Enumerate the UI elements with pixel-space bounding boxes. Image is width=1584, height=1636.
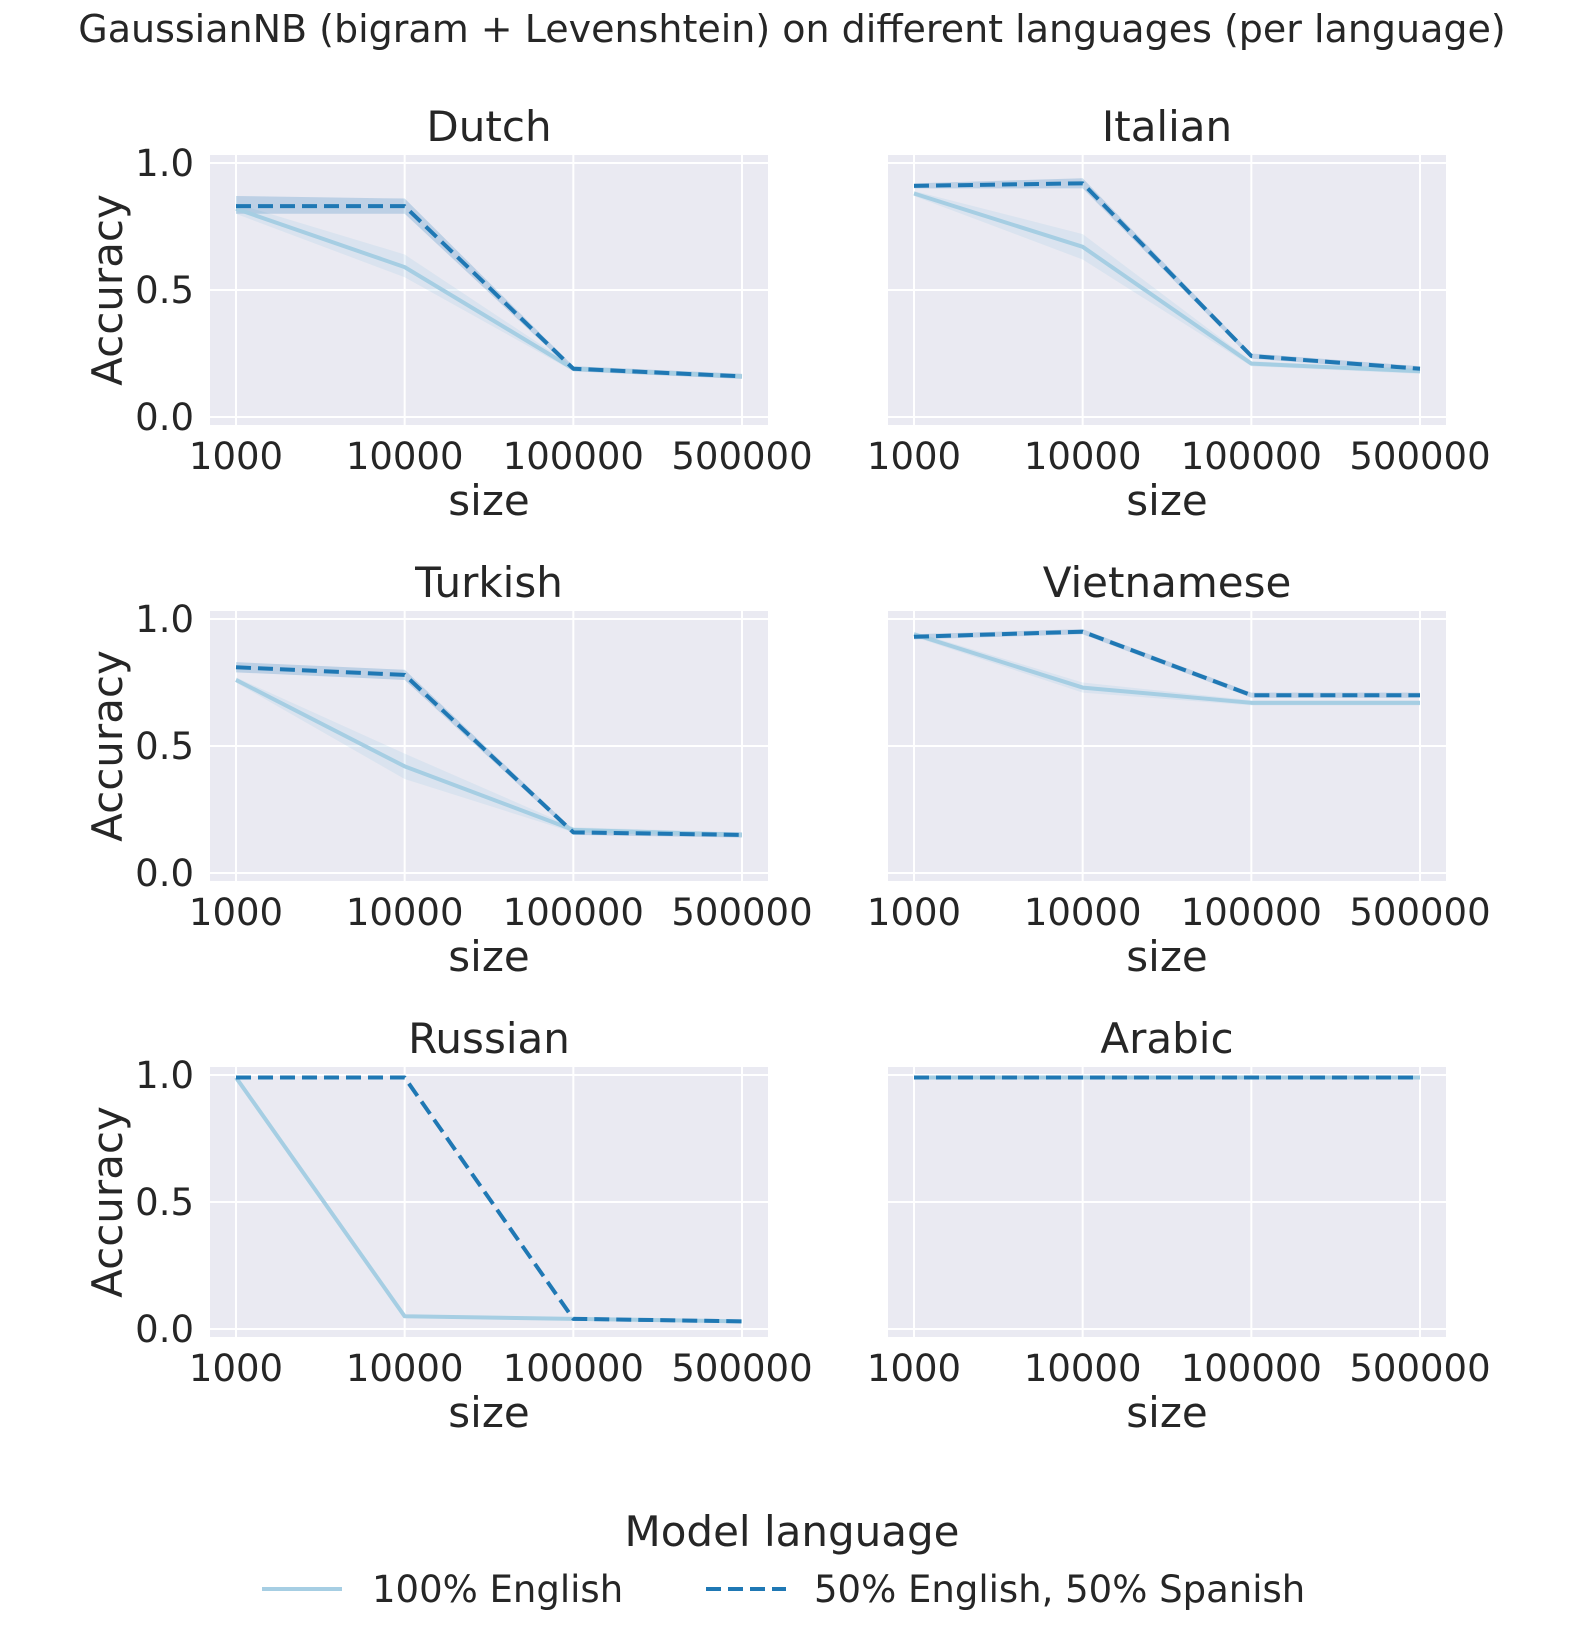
panel-title: Vietnamese [1043,558,1292,607]
x-tick-label: 100000 [1181,891,1322,934]
x-tick-label: 500000 [1349,435,1490,478]
legend-label-english-spanish: 50% English, 50% Spanish [814,1568,1305,1611]
series-line-english-spanish [236,204,743,379]
x-tick-label: 100000 [503,435,644,478]
y-tick-label: 1.0 [135,598,194,641]
y-tick-label: 0.5 [135,725,194,768]
y-axis-label: Accuracy [83,1106,132,1298]
panel-title: Arabic [1100,1014,1233,1063]
legend-label-english: 100% English [372,1568,623,1611]
panel-dutch: Dutch 1000 10000 100000 500000 size 0.0 0.5 1.0A… [83,102,813,525]
y-tick-label: 1.0 [135,142,194,185]
y-tick-label: 0.5 [135,269,194,312]
x-tick-label: 10000 [1024,435,1142,478]
panel-title: Turkish [414,558,563,607]
x-axis-label: size [448,932,529,981]
x-tick-label: 100000 [503,1347,644,1390]
figure-title: GaussianNB (bigram + Levenshtein) on dif… [78,7,1505,51]
x-axis-label: size [1126,1388,1207,1437]
panel-vietnamese: Vietnamese 1000 10000 100000 500000 size [867,558,1491,981]
x-tick-label: 500000 [1349,1347,1490,1390]
x-tick-label: 500000 [671,435,812,478]
x-tick-label: 100000 [503,891,644,934]
series-line-english-spanish [913,181,1421,371]
y-tick-label: 0.0 [135,852,194,895]
y-tick-label: 0.0 [135,1308,194,1351]
y-axis-label: Accuracy [83,194,132,386]
ci-band-english [914,631,1420,706]
x-axis-label: size [1126,932,1207,981]
panel-title: Dutch [426,102,551,151]
x-tick-label: 1000 [867,435,961,478]
ci-band-english-spanish [914,629,1420,698]
panel-arabic: Arabic 1000 10000 100000 500000 size [867,1014,1491,1437]
x-tick-label: 1000 [189,435,283,478]
x-tick-label: 100000 [1181,1347,1322,1390]
x-axis-label: size [448,1388,529,1437]
x-tick-label: 500000 [671,1347,812,1390]
panel-russian: Russian 1000 10000 100000 500000 size 0.0 0.5 1.… [83,1014,813,1437]
ci-band-english [236,203,742,379]
x-axis-label: size [1126,476,1207,525]
x-tick-label: 10000 [1024,1347,1142,1390]
x-tick-label: 10000 [346,1347,464,1390]
ci-band-english [914,190,1420,374]
x-tick-label: 1000 [189,1347,283,1390]
x-tick-label: 10000 [346,891,464,934]
x-tick-label: 10000 [346,435,464,478]
x-axis-label: size [448,476,529,525]
legend-title: Model language [625,1507,960,1556]
panel-turkish: Turkish 1000 10000 100000 500000 size 0.0 0.5 1.… [83,558,813,981]
series-line-english [913,632,1420,705]
y-tick-label: 0.0 [135,396,194,439]
ci-band-english-spanish [236,196,742,379]
ci-band-english [236,677,742,838]
legend: Model language 100% English 50% English,… [262,1507,1305,1611]
panel-italian: Italian 1000 10000 100000 500000 size [867,102,1491,525]
series-line-english [234,1076,743,1324]
x-tick-label: 1000 [189,891,283,934]
panel-title: Russian [408,1014,570,1063]
x-tick-label: 1000 [867,1347,961,1390]
y-tick-label: 1.0 [135,1054,194,1097]
x-tick-label: 500000 [671,891,812,934]
x-tick-label: 500000 [1349,891,1490,934]
series-line-english [913,191,1421,374]
y-axis-label: Accuracy [83,650,132,842]
series-line-english-spanish [236,1075,743,1324]
x-tick-label: 100000 [1181,435,1322,478]
series-line-english [235,678,743,837]
x-tick-label: 10000 [1024,891,1142,934]
y-tick-label: 0.5 [135,1181,194,1224]
x-tick-label: 1000 [867,891,961,934]
panel-title: Italian [1102,102,1232,151]
